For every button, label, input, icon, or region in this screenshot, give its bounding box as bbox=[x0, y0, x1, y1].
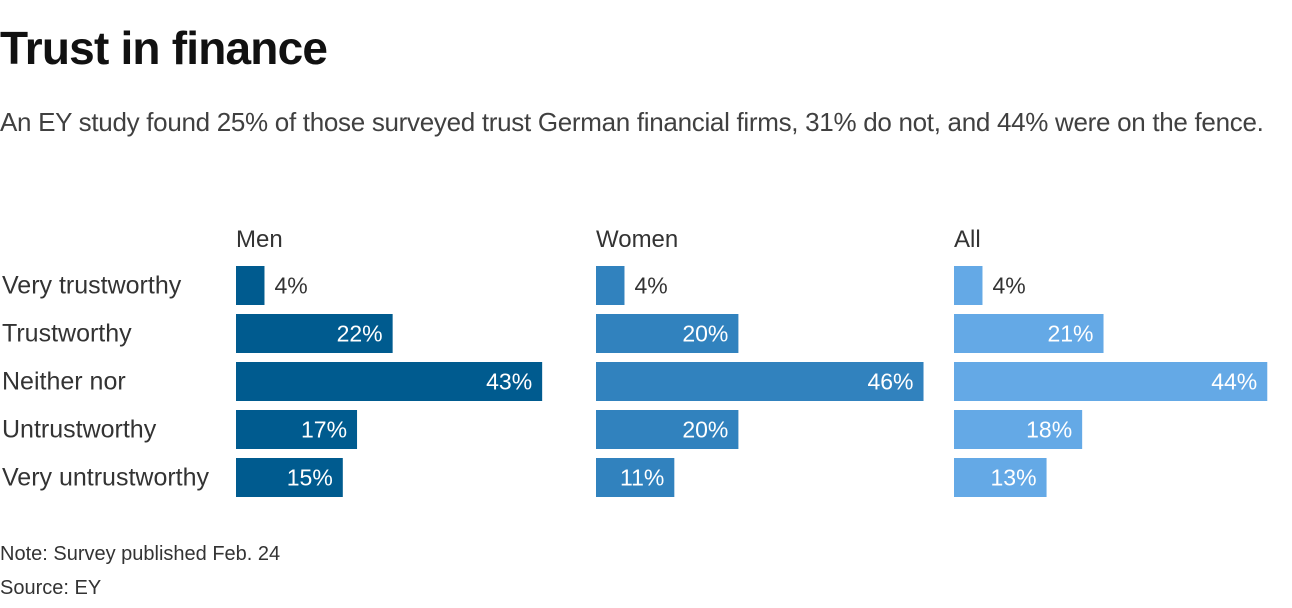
footer-source: Source: EY bbox=[0, 577, 102, 599]
category-label-trustworthy: Trustworthy bbox=[2, 320, 132, 348]
chart-title: Trust in finance bbox=[0, 22, 328, 74]
data-label-all-very-untrustworthy: 13% bbox=[991, 465, 1037, 491]
category-label-very-untrustworthy: Very untrustworthy bbox=[2, 464, 210, 492]
bar-women-very-trustworthy bbox=[596, 266, 625, 305]
panel-title-women: Women bbox=[596, 226, 678, 253]
footer-note: Note: Survey published Feb. 24 bbox=[0, 543, 281, 565]
data-label-women-trustworthy: 20% bbox=[682, 321, 728, 347]
data-label-women-neither-nor: 46% bbox=[867, 369, 913, 395]
data-label-men-neither-nor: 43% bbox=[486, 369, 532, 395]
bar-all-untrustworthy bbox=[954, 410, 1083, 449]
data-label-women-very-trustworthy: 4% bbox=[634, 273, 667, 299]
bar-women-trustworthy bbox=[596, 314, 739, 353]
bar-men-untrustworthy bbox=[236, 410, 358, 449]
bar-all-very-untrustworthy bbox=[954, 458, 1047, 497]
data-label-all-untrustworthy: 18% bbox=[1026, 417, 1072, 443]
data-label-all-very-trustworthy: 4% bbox=[992, 273, 1025, 299]
category-label-neither-nor: Neither nor bbox=[2, 368, 126, 396]
category-label-very-trustworthy: Very trustworthy bbox=[2, 272, 182, 300]
bar-all-neither-nor bbox=[954, 362, 1268, 401]
data-label-women-very-untrustworthy: 11% bbox=[620, 465, 664, 491]
bar-women-neither-nor bbox=[596, 362, 924, 401]
data-label-women-untrustworthy: 20% bbox=[682, 417, 728, 443]
bar-men-very-untrustworthy bbox=[236, 458, 343, 497]
bar-men-neither-nor bbox=[236, 362, 543, 401]
data-label-all-trustworthy: 21% bbox=[1047, 321, 1093, 347]
panel-title-men: Men bbox=[236, 226, 283, 253]
bar-all-trustworthy bbox=[954, 314, 1104, 353]
data-label-men-trustworthy: 22% bbox=[337, 321, 383, 347]
bar-women-very-untrustworthy bbox=[596, 458, 675, 497]
bar-all-very-trustworthy bbox=[954, 266, 983, 305]
chart-subtitle: An EY study found 25% of those surveyed … bbox=[0, 107, 1264, 137]
data-label-all-neither-nor: 44% bbox=[1211, 369, 1257, 395]
category-label-untrustworthy: Untrustworthy bbox=[2, 416, 157, 444]
bar-men-trustworthy bbox=[236, 314, 393, 353]
panel-title-all: All bbox=[954, 226, 981, 253]
bar-women-untrustworthy bbox=[596, 410, 739, 449]
data-label-men-very-trustworthy: 4% bbox=[274, 273, 307, 299]
data-label-men-untrustworthy: 17% bbox=[301, 417, 347, 443]
bar-men-very-trustworthy bbox=[236, 266, 265, 305]
bar-chart: Very trustworthy Trustworthy Neither nor Un… bbox=[2, 226, 1268, 497]
data-label-men-very-untrustworthy: 15% bbox=[287, 465, 333, 491]
